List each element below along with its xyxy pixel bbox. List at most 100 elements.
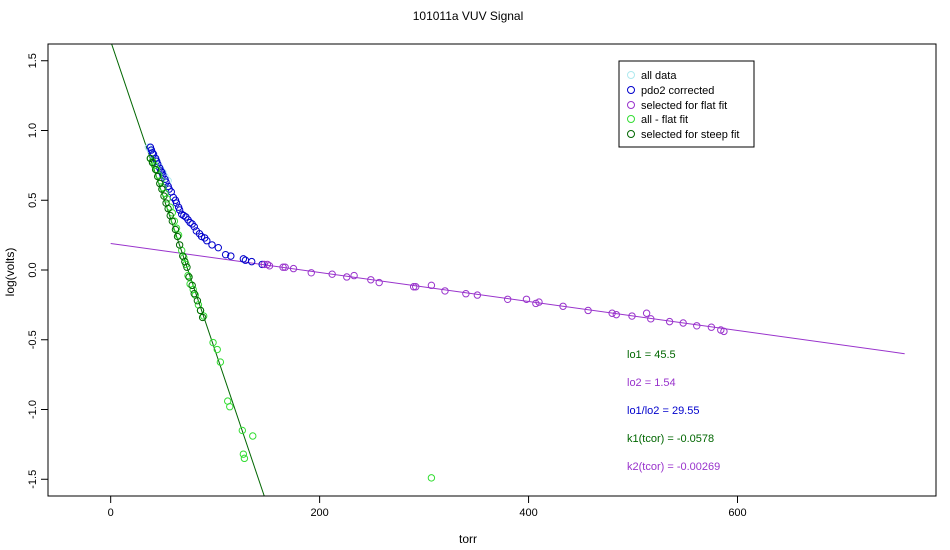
data-point-s3 [213, 345, 221, 354]
legend-label-4: selected for steep fit [641, 129, 739, 141]
data-point-s1 [203, 237, 211, 245]
data-point-s2 [343, 273, 351, 281]
y-tick-label: 1.5 [27, 53, 39, 68]
data-point-s4 [173, 232, 182, 241]
data-point-s2 [707, 323, 716, 331]
data-point-s4 [153, 172, 162, 181]
y-tick-label: 0.5 [27, 193, 39, 208]
x-axis-label: torr [459, 532, 477, 546]
data-point-s2 [289, 264, 298, 273]
data-point-s2 [584, 306, 592, 315]
data-point-s4 [188, 281, 196, 290]
data-point-s3 [239, 450, 248, 458]
data-point-s2 [260, 260, 268, 269]
data-point-s1 [175, 206, 184, 214]
legend-label-3: all - flat fit [641, 114, 688, 126]
data-point-s3 [172, 224, 181, 232]
data-point-s3 [238, 426, 247, 435]
data-point-s2 [350, 271, 358, 280]
data-point-s2 [328, 270, 336, 278]
legend-label-1: pdo2 corrected [641, 85, 714, 97]
y-tick-label: -1.5 [27, 470, 39, 489]
data-point-s3 [174, 231, 183, 239]
data-point-s2 [559, 302, 567, 310]
legend-box [618, 60, 755, 148]
data-point-s3 [240, 454, 249, 463]
data-point-s2 [473, 291, 482, 299]
x-tick-label: 600 [728, 507, 746, 519]
y-tick-label: 0.0 [27, 262, 39, 277]
data-point-s2 [522, 295, 531, 303]
x-tick-label: 400 [519, 507, 537, 519]
data-point-s2 [409, 283, 418, 291]
data-point-s2 [412, 283, 420, 291]
data-point-s4 [183, 263, 191, 271]
data-point-s4 [158, 185, 166, 193]
data-point-s2 [441, 287, 449, 295]
data-point-s1 [248, 257, 256, 266]
legend-marker-2 [627, 101, 635, 109]
data-point-s3 [180, 253, 188, 262]
fit-line-1 [111, 44, 265, 496]
data-point-s2 [665, 317, 674, 326]
data-point-s3 [226, 403, 234, 411]
data-point-s2 [263, 260, 272, 269]
annotation-ratio: lo1/lo2 = 29.55 [627, 405, 699, 417]
data-point-s4 [151, 165, 160, 174]
data-point-s2 [307, 269, 315, 277]
data-point-s2 [367, 276, 375, 284]
data-point-s1 [214, 243, 222, 252]
data-point-s3 [216, 358, 225, 366]
data-point-s1 [157, 167, 165, 175]
legend-marker-1 [627, 86, 635, 94]
data-point-s1 [172, 199, 181, 207]
data-point-s1 [221, 250, 230, 259]
data-point-s2 [693, 322, 701, 330]
data-point-s2 [679, 319, 687, 327]
annotation-k2: k2(tcor) = -0.00269 [627, 461, 720, 473]
x-tick-label: 200 [310, 507, 328, 519]
y-tick-label: 1.0 [27, 123, 39, 138]
data-point-s1 [186, 218, 194, 227]
data-point-s2 [535, 298, 543, 306]
x-tick-label: 0 [108, 507, 114, 519]
legend-label-2: selected for flat fit [641, 100, 727, 112]
data-point-s1 [180, 211, 188, 220]
data-point-s4 [196, 306, 205, 315]
data-point-s2 [642, 309, 651, 317]
legend-marker-4 [627, 130, 635, 138]
data-point-s3 [199, 312, 208, 320]
data-point-s2 [279, 263, 287, 271]
data-point-s4 [175, 241, 184, 249]
data-point-s3 [170, 217, 179, 225]
legend-marker-3 [627, 115, 635, 123]
y-tick-label: -0.5 [27, 330, 39, 349]
data-point-s4 [148, 158, 157, 167]
data-point-s2 [628, 312, 636, 320]
data-point-s2 [462, 290, 470, 298]
chart-title: 101011a VUV Signal [413, 9, 524, 23]
data-point-s1 [208, 241, 216, 249]
data-point-s4 [164, 204, 172, 213]
data-point-s4 [193, 296, 202, 305]
annotation-k1: k1(tcor) = -0.0578 [627, 433, 714, 445]
legend-label-0: all data [641, 70, 677, 82]
legend-marker-0 [627, 71, 635, 79]
data-point-s4 [168, 217, 177, 225]
data-point-s2 [375, 278, 383, 287]
data-point-s2 [612, 310, 621, 319]
data-point-s4 [185, 273, 193, 281]
data-point-s3 [186, 280, 194, 288]
data-points [144, 143, 728, 482]
data-point-s2 [427, 281, 436, 290]
data-point-s2 [503, 295, 512, 303]
data-point-s2 [281, 263, 289, 271]
data-point-s2 [720, 327, 728, 336]
data-point-s1 [239, 255, 248, 263]
data-point-s2 [647, 315, 655, 323]
data-point-s1 [190, 223, 198, 231]
plot-frame [47, 43, 937, 497]
data-point-s4 [171, 225, 180, 234]
